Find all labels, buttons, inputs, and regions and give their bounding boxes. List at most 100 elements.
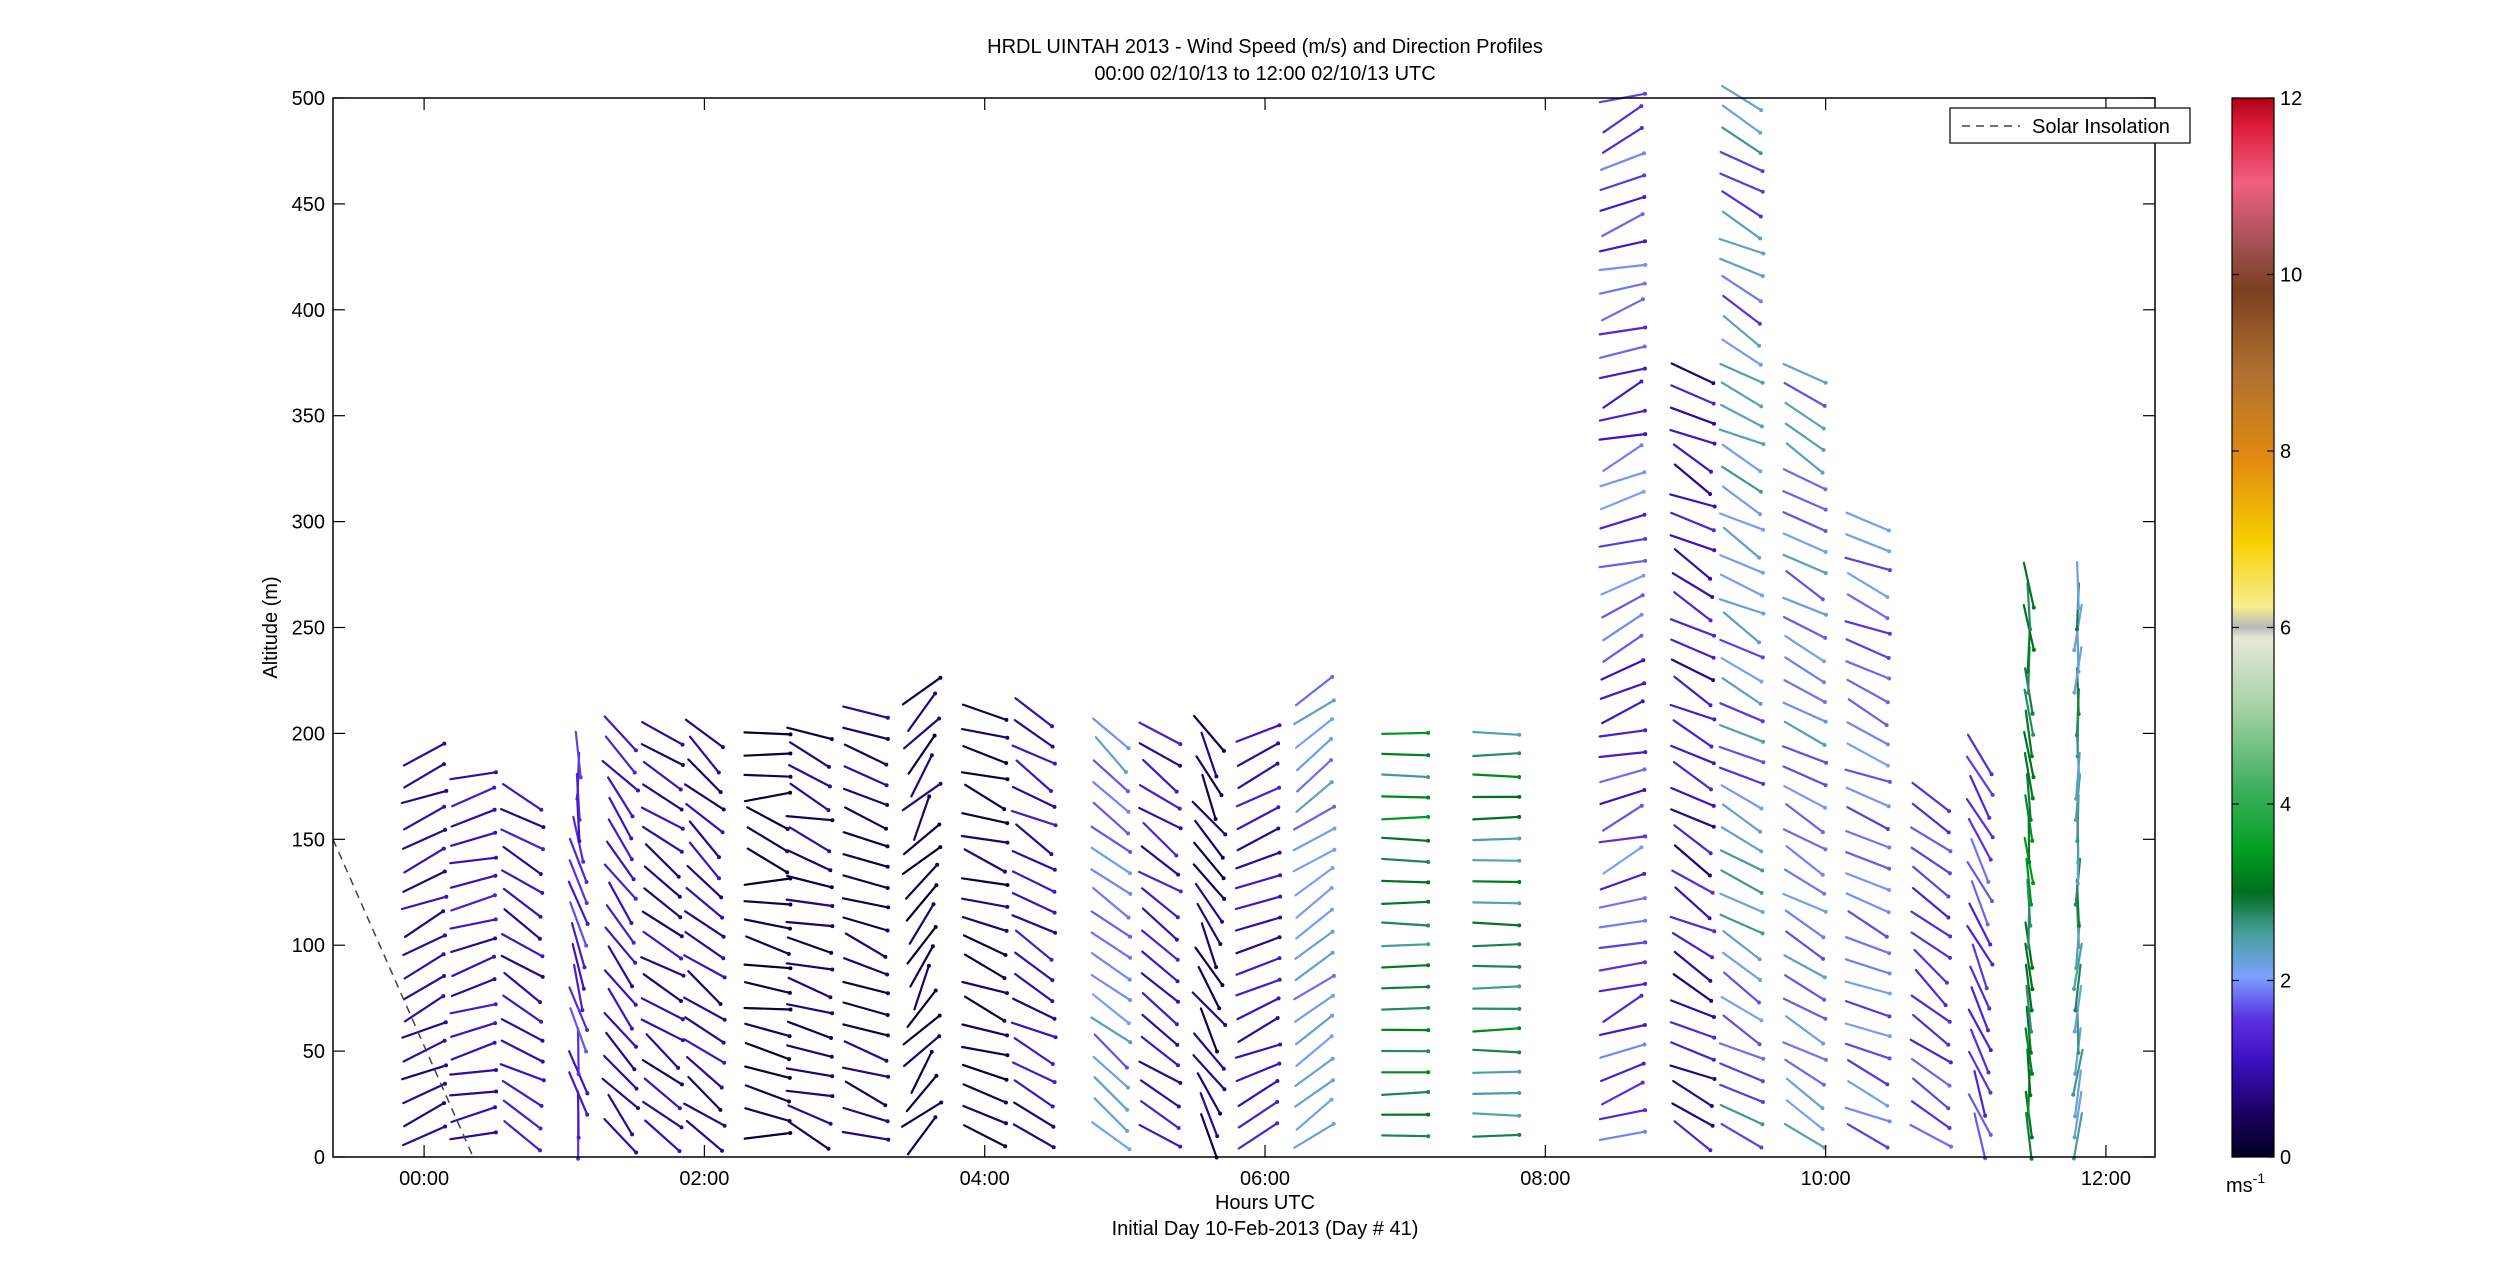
wind-barb [1011,785,1056,809]
wind-barb-head [2030,987,2035,992]
wind-barb [1472,921,1521,927]
wind-barb-head [1128,955,1133,960]
wind-barb-head [443,1081,447,1086]
wind-barb [1912,1077,1950,1110]
wind-barb [1673,1120,1712,1152]
wind-barb-head [494,855,498,860]
wind-barb-head [443,1124,448,1129]
wind-barb-head [1758,214,1763,219]
wind-barb-head [2025,669,2030,674]
wind-barb-head [1176,1126,1181,1130]
wind-barb-head [1642,470,1647,475]
wind-barb [1011,1061,1056,1084]
wind-barb-head [720,745,725,750]
wind-barb [683,996,726,1021]
wind-barb-head [492,954,496,959]
wind-barb-head [939,1100,944,1105]
wind-barb [1140,1035,1180,1067]
wind-barb-head [631,940,636,945]
wind-barb [1011,870,1056,893]
wind-barb-head [1426,730,1431,735]
wind-barb-head [629,836,634,841]
wind-barb-head [788,1007,793,1012]
wind-barb [449,1131,497,1141]
wind-barb-head [1886,528,1891,533]
wind-barb-head [577,839,582,844]
wind-barb [1602,613,1643,642]
wind-barb-head [1517,1113,1522,1118]
wind-barb [960,897,1009,909]
wind-barb [1294,675,1334,707]
wind-barb [1015,759,1053,793]
wind-barb-head [2030,838,2035,843]
wind-barb-head [1887,549,1892,554]
wind-barb-head [1761,781,1766,786]
wind-barb [402,870,446,893]
wind-barb-head [1641,658,1646,663]
wind-barb-head [679,807,684,812]
wind-barb [1673,591,1712,622]
wind-barb [449,1003,497,1015]
wind-barb-head [444,788,449,793]
wind-barb-head [720,830,725,835]
wind-barb-head [1757,343,1762,348]
wind-barb-head [679,1082,684,1087]
wind-barb [685,1055,723,1089]
wind-barb [1599,788,1646,806]
wind-barb [640,956,685,977]
wind-barb-head [581,859,586,864]
wind-barb-head [538,1126,543,1131]
wind-barb [744,1022,791,1038]
wind-barb-head [539,807,544,812]
wind-barb-head [827,784,832,789]
wind-barb [909,945,935,988]
wind-barb-head [2028,923,2033,928]
wind-barb-head [1641,573,1646,578]
wind-barb-head [931,902,936,907]
wind-barb [684,930,725,960]
wind-barb-head [1278,1042,1283,1047]
wind-barb-head [1049,957,1054,962]
wind-barb-head [1822,975,1827,980]
wind-barb-head [441,762,446,767]
wind-barb-head [1821,1082,1826,1087]
wind-barb-head [937,1013,942,1018]
wind-barb [1910,910,1952,938]
wind-barb [1295,1035,1333,1068]
wind-barb [568,859,588,905]
wind-barb [1381,857,1430,864]
wind-barb [1194,819,1224,859]
wind-barb [786,726,833,741]
wind-barb-head [722,1017,727,1022]
wind-barb [684,1016,725,1044]
wind-barb [1782,892,1827,913]
wind-barb-head [1759,890,1764,895]
wind-barb [449,1068,498,1076]
wind-barb-head [1329,780,1334,785]
wind-barb [1720,1122,1763,1149]
wind-barb-head [1823,571,1828,575]
wind-barb-head [1004,761,1009,765]
wind-barb-head [2073,817,2078,822]
wind-barb [1138,784,1181,810]
wind-barb-head [540,1038,545,1043]
wind-barb [1602,444,1643,472]
wind-barb [1971,943,1988,990]
wind-barb [1093,1076,1129,1111]
wind-barb-head [1178,889,1183,894]
wind-barb-head [1887,971,1892,976]
wind-barb [1722,294,1761,325]
wind-barb-head [1821,448,1826,452]
colorbar-tick-label: 6 [2280,618,2291,640]
wind-barb [1784,634,1826,663]
x-tick-label: 02:00 [679,1168,729,1190]
wind-barb [641,1058,684,1086]
wind-barb-head [584,880,589,884]
wind-barb-head [2029,902,2034,907]
wind-barb-head [1709,1104,1714,1108]
wind-barb [1671,1102,1714,1127]
wind-barb-head [721,807,726,812]
wind-barb-head [1758,130,1763,135]
wind-barb [1381,921,1430,927]
wind-barb-head [1426,942,1431,947]
